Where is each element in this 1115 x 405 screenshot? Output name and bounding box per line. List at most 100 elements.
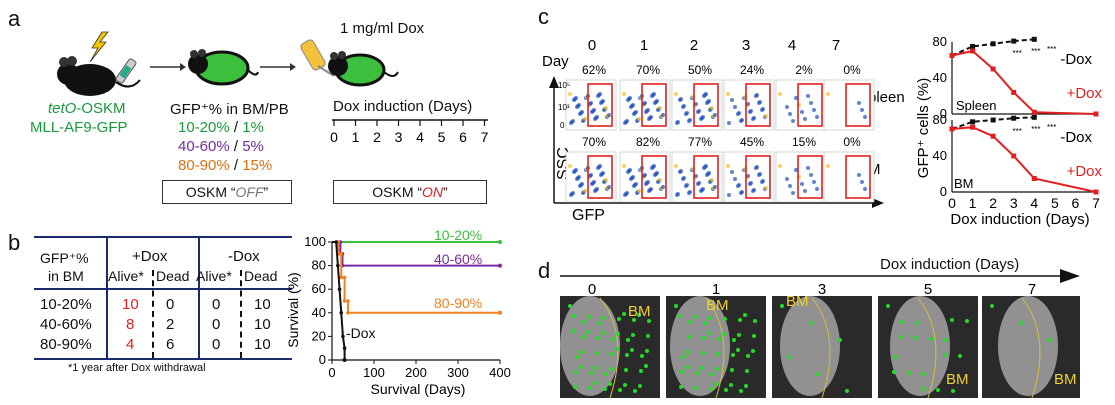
facs-gate — [641, 83, 667, 127]
group-row-1: 10-20% / 1% — [178, 119, 264, 136]
micro-gfp-cell — [737, 333, 741, 337]
micro-gfp-cell — [694, 386, 698, 390]
micro-gfp-cell — [582, 320, 586, 324]
facs-percent: 2% — [795, 63, 813, 77]
gfp-inset-bm: BM — [954, 176, 974, 191]
gfp-xlabel: Dox induction (Days) — [950, 211, 1089, 228]
row3-plus-alive: 4 — [126, 336, 135, 353]
micro-gfp-cell — [573, 385, 577, 389]
micro-day-label: 3 — [818, 281, 826, 298]
facs-dot — [589, 101, 593, 105]
micro-gfp-cell — [787, 355, 791, 359]
facs-dot — [631, 175, 635, 179]
arrow-icon-1 — [150, 63, 186, 71]
gfp-signif-label: *** — [1047, 123, 1056, 132]
timeline-day-label: 2 — [373, 129, 381, 145]
facs-dot — [607, 113, 611, 117]
facs-percent: 24% — [740, 63, 764, 77]
facs-dot — [704, 92, 708, 96]
micro-gfp-cell — [618, 388, 622, 392]
facs-dot — [701, 187, 705, 191]
gfp-point — [1031, 36, 1037, 42]
survival-ylabel: Survival (%) — [285, 272, 301, 347]
facs-dot — [860, 108, 864, 112]
micro-gfp-cell — [610, 352, 614, 356]
micro-gfp-cell — [608, 382, 612, 386]
panel-d-arrow — [560, 269, 1080, 283]
group-row-2: 40-60% / 5% — [178, 138, 264, 155]
micro-gfp-cell — [625, 353, 629, 357]
micro-gfp-cell — [616, 332, 620, 336]
micro-gfp-cell — [780, 304, 784, 308]
facs-dot — [607, 185, 611, 189]
micro-gfp-cell — [965, 319, 969, 323]
facs-dot — [704, 164, 708, 168]
gfp-series-line — [951, 126, 1097, 193]
oskm-on-box: OSKM “ON” — [333, 180, 487, 204]
micro-gfp-cell — [602, 316, 606, 320]
facs-dot — [752, 188, 756, 192]
facs-dot — [604, 106, 608, 110]
survival-series-label: 10-20% — [434, 228, 482, 243]
facs-dot — [628, 96, 632, 100]
facs-dot — [688, 118, 692, 122]
micro-gfp-cell — [929, 337, 933, 341]
micro-bone-region — [890, 296, 950, 396]
leukemic-mouse-illustration — [188, 49, 259, 86]
facs-dot — [740, 190, 744, 194]
facs-dot — [826, 92, 830, 96]
micro-bone-region — [780, 296, 840, 396]
facs-dot — [652, 164, 656, 168]
gfp-signif-label: *** — [1031, 47, 1040, 56]
facs-dot — [785, 105, 789, 109]
micro-gfp-cell — [679, 385, 683, 389]
facs-dot — [568, 164, 572, 168]
facs-dot — [634, 110, 638, 114]
micro-bone-region — [560, 296, 620, 396]
micro-bm-label: BM — [786, 293, 809, 310]
row-group-2: 40-60% — [40, 316, 92, 333]
facs-gate — [745, 83, 771, 127]
micro-gfp-cell — [700, 366, 704, 370]
survival-point — [341, 334, 345, 339]
micro-gfp-cell — [574, 370, 578, 374]
facs-plot — [823, 79, 875, 131]
micro-gfp-cell — [680, 370, 684, 374]
facs-dot — [571, 191, 575, 195]
micro-gfp-cell — [593, 381, 597, 385]
micro-gfp-cell — [674, 304, 678, 308]
facs-dot — [646, 180, 650, 184]
micro-gfp-cell — [687, 335, 691, 339]
micro-gfp-cell — [809, 321, 813, 325]
gfp-point — [970, 119, 976, 125]
facs-dot — [580, 182, 584, 186]
facs-dot — [595, 115, 599, 119]
facs-dot — [788, 112, 792, 116]
row3-minus-alive: 0 — [212, 336, 221, 353]
facs-dot — [809, 101, 813, 105]
gfp-ytick-label: 0 — [940, 106, 947, 121]
micro-gfp-cell — [639, 369, 643, 373]
facs-dot — [637, 117, 641, 121]
facs-dot — [652, 92, 656, 96]
facs-dot — [803, 117, 807, 121]
facs-dot — [812, 108, 816, 112]
survival-series-line — [332, 241, 346, 360]
facs-dot — [785, 177, 789, 181]
facs-gate — [797, 83, 823, 127]
survival-xtick-label: 400 — [489, 365, 511, 380]
survival-ytick-label: 0 — [319, 352, 326, 367]
facs-dot — [646, 108, 650, 112]
micro-gfp-cell — [730, 368, 734, 372]
survival-point — [336, 263, 340, 268]
row3-plus-dead: 6 — [166, 336, 175, 353]
micro-gfp-cell — [710, 372, 714, 376]
facs-percent: 70% — [636, 63, 660, 77]
gfp-plus-dox-label: +Dox — [1067, 163, 1103, 180]
facs-dot — [592, 108, 596, 112]
micro-gfp-cell — [745, 369, 749, 373]
gfp-minus-dox-label: -Dox — [1060, 129, 1092, 146]
facs-dot — [857, 173, 861, 177]
facs-dot — [676, 120, 680, 124]
